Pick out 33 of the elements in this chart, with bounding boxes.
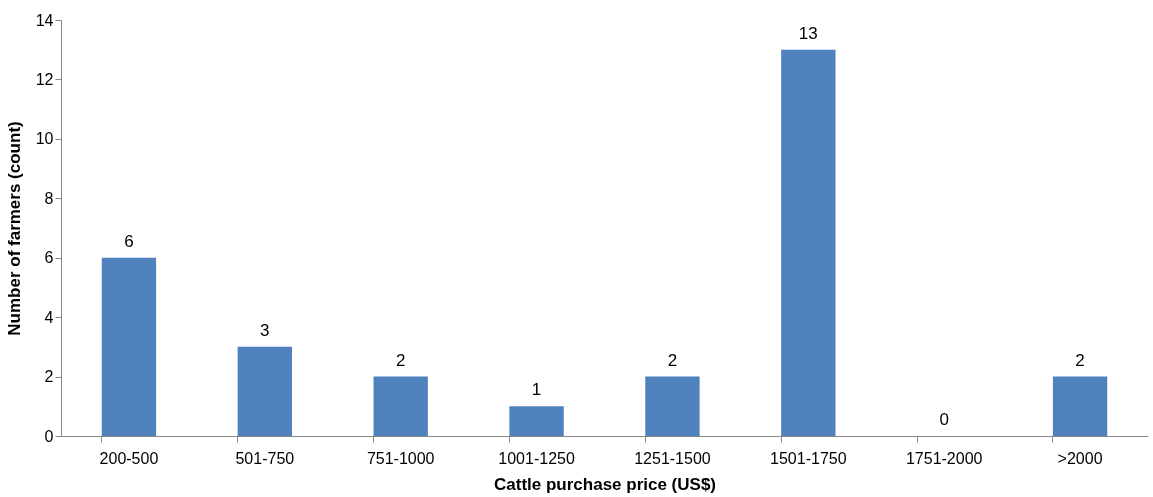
data-label: 0 [939,410,949,429]
y-axis-title: Number of farmers (count) [4,121,24,336]
bar [101,257,157,436]
bar [781,49,836,436]
data-label: 2 [1075,350,1085,370]
y-tick-label: 6 [44,249,54,267]
x-tick-label: 751-1000 [366,449,435,467]
x-tick-label: 1751-2000 [905,449,983,467]
x-axis-title: Cattle purchase price (US$) [493,474,717,494]
data-label: 1 [531,380,542,400]
data-label: 6 [124,231,134,251]
y-tick-label: 2 [44,368,54,386]
y-tick-label: 10 [35,130,54,148]
data-label: 2 [395,350,406,370]
y-tick-label: 8 [44,189,54,207]
bar [373,376,428,436]
data-label: 3 [260,320,270,340]
bar [645,376,700,436]
bar [237,346,292,436]
bar [509,406,564,436]
y-tick-label: 0 [44,427,54,445]
data-label: 2 [667,350,678,370]
bar [1052,376,1108,436]
y-tick-label: 12 [35,70,54,88]
x-tick-label: 1501-1750 [770,449,847,467]
y-tick-label: 14 [35,11,54,29]
x-tick-label: 1001-1250 [498,449,575,467]
x-tick-label: 501-750 [235,449,295,467]
x-tick-label: >2000 [1057,449,1103,467]
y-tick-label: 4 [44,308,54,326]
x-tick-label: 200-500 [99,449,159,467]
data-label: 13 [798,23,818,43]
x-tick-label: 1251-1500 [634,449,711,467]
